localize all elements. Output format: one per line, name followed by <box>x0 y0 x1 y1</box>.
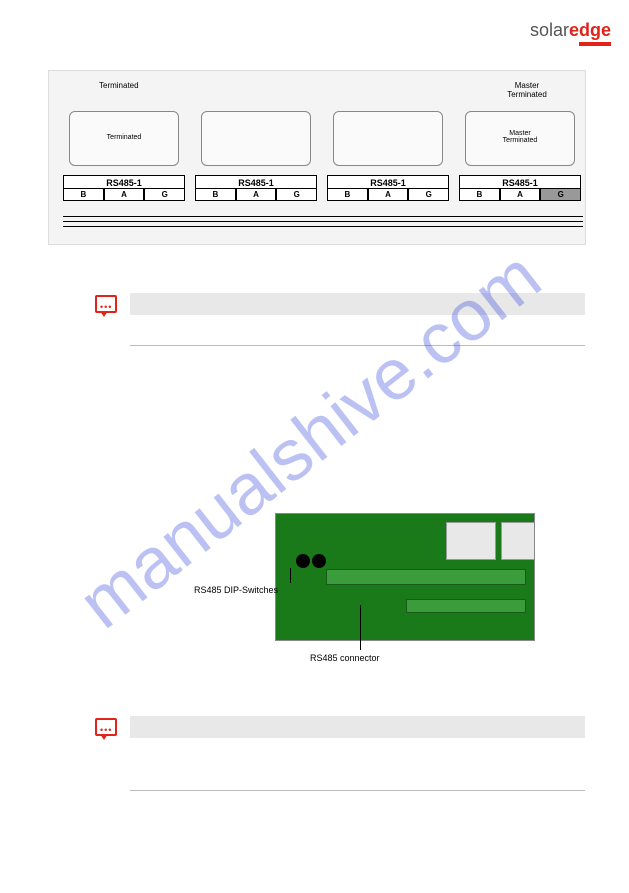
note-icon-2: ••• <box>95 718 117 736</box>
top-label-3: Master Terminated <box>497 81 557 99</box>
rs485-label-3: RS485-1 <box>459 175 581 189</box>
rs485-label-1: RS485-1 <box>195 175 317 189</box>
bus-wire-a <box>63 221 583 222</box>
bus-wire-b <box>63 226 583 227</box>
pin-b-3: B <box>459 189 500 201</box>
bag-row-3: B A G <box>459 189 581 201</box>
pin-b-2: B <box>327 189 368 201</box>
bag-row-0: B A G <box>63 189 185 201</box>
pcb-dip-sw-2 <box>312 554 326 568</box>
note-bar-2 <box>130 716 585 738</box>
logo-underline <box>579 42 611 46</box>
note-hr-1 <box>130 345 585 346</box>
inverter-box-3: Master Terminated <box>465 111 575 166</box>
pin-b-0: B <box>63 189 104 201</box>
note-icon: ••• <box>95 295 117 313</box>
pin-b-1: B <box>195 189 236 201</box>
leader-conn <box>360 605 361 650</box>
note-dots-icon-2: ••• <box>100 725 112 735</box>
pin-g-2: G <box>408 189 449 201</box>
pcb-chip-1 <box>446 522 496 560</box>
pcb-chip-2 <box>501 522 535 560</box>
pin-g-0: G <box>144 189 185 201</box>
rs485-bus-diagram: Terminated Master Terminated Terminated … <box>48 70 586 245</box>
rs485-label-0: RS485-1 <box>63 175 185 189</box>
pin-a-1: A <box>236 189 277 201</box>
pcb-dip-sw-1 <box>296 554 310 568</box>
bag-row-1: B A G <box>195 189 317 201</box>
pin-a-2: A <box>368 189 409 201</box>
label-dip-switches: RS485 DIP-Switches <box>194 585 278 595</box>
brand-logo: solaredge <box>530 20 611 41</box>
note-dots-icon: ••• <box>100 302 112 312</box>
label-rs485-connector: RS485 connector <box>310 653 380 663</box>
pcb-connector <box>326 569 526 585</box>
leader-dip <box>290 568 291 583</box>
inverter-box-2 <box>333 111 443 166</box>
note-hr-2 <box>130 790 585 791</box>
top-label-0: Terminated <box>99 81 139 90</box>
rs485-label-2: RS485-1 <box>327 175 449 189</box>
pin-g-3: G <box>540 189 581 201</box>
note-bar-1 <box>130 293 585 315</box>
bag-row-2: B A G <box>327 189 449 201</box>
pcb-photo <box>275 513 535 641</box>
inverter-box-1 <box>201 111 311 166</box>
pin-a-3: A <box>500 189 541 201</box>
inverter-label-3: Master Terminated <box>466 130 574 144</box>
pcb-connector-2 <box>406 599 526 613</box>
pin-a-0: A <box>104 189 145 201</box>
pin-g-1: G <box>276 189 317 201</box>
inverter-box-0: Terminated <box>69 111 179 166</box>
bus-wire-g <box>63 216 583 217</box>
inverter-label-0: Terminated <box>70 134 178 141</box>
logo-part2: edge <box>569 20 611 40</box>
logo-part1: solar <box>530 20 569 40</box>
